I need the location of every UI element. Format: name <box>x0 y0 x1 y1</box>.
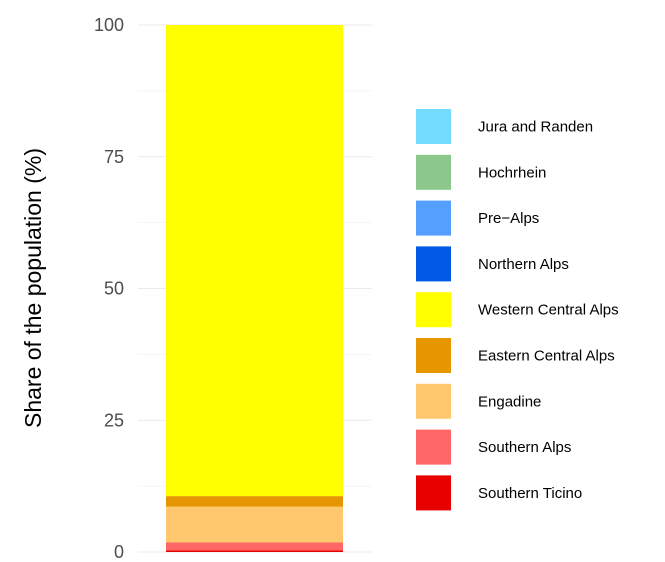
y-tick-label: 50 <box>104 279 124 299</box>
legend-label: Pre−Alps <box>478 210 539 227</box>
legend-key <box>416 200 451 236</box>
y-tick-label: 75 <box>104 147 124 167</box>
legend-key <box>416 292 451 328</box>
legend-key <box>416 475 451 511</box>
legend-key <box>416 383 451 419</box>
stacked-bar <box>166 25 343 552</box>
legend-key <box>416 109 451 144</box>
legend-key <box>416 246 451 282</box>
legend-key <box>416 338 451 373</box>
legend-label: Northern Alps <box>478 256 569 273</box>
legend-label: Eastern Central Alps <box>478 348 615 365</box>
legend-label: Southern Ticino <box>478 485 582 502</box>
bar-segment <box>166 496 343 507</box>
legend-label: Southern Alps <box>478 439 571 456</box>
bar-segment <box>166 506 343 543</box>
bar-segment <box>166 550 343 552</box>
legend-label: Hochrhein <box>478 164 546 181</box>
legend-label: Engadine <box>478 393 541 410</box>
legend: Jura and Randen Hochrhein Pre−Alps Northern… <box>416 109 619 511</box>
y-axis-ticks: 0 25 50 75 100 <box>94 15 124 562</box>
y-tick-label: 100 <box>94 15 124 35</box>
legend-label: Western Central Alps <box>478 302 619 319</box>
bar-segment <box>166 25 343 497</box>
bar-segment <box>166 542 343 551</box>
legend-key <box>416 154 451 190</box>
y-tick-label: 25 <box>104 410 124 430</box>
legend-key <box>416 429 451 465</box>
legend-label: Jura and Randen <box>478 119 593 136</box>
y-axis-title: Share of the population (%) <box>20 148 46 428</box>
y-tick-label: 0 <box>114 542 124 562</box>
